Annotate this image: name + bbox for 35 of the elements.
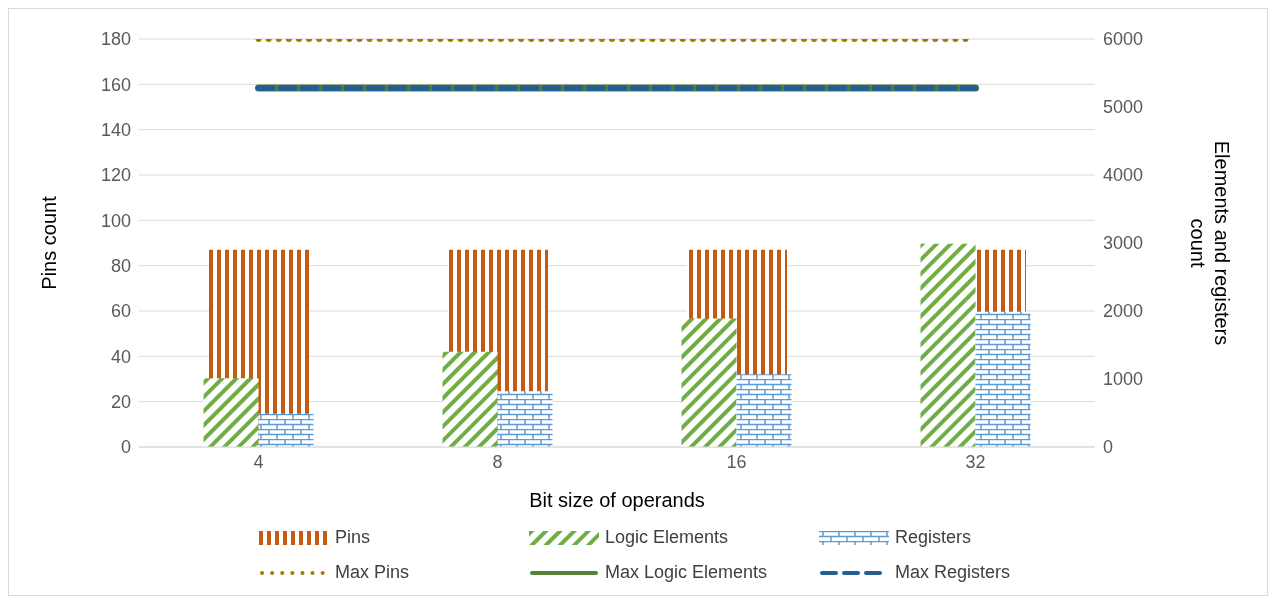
- y-axis-title: Pins count: [38, 195, 61, 290]
- x-tick-label: 4: [253, 451, 264, 472]
- y-tick-label: 180: [100, 29, 131, 50]
- y-tick-label: 0: [120, 437, 131, 458]
- bar: [258, 413, 314, 447]
- x-tick-label: 8: [492, 451, 503, 472]
- legend-label: Registers: [895, 527, 972, 548]
- bar: [736, 374, 792, 447]
- y2-axis-title: Elements and registers count: [1187, 140, 1233, 346]
- y2-tick-label: 4000: [1103, 165, 1144, 186]
- legend-label: Max Registers: [895, 562, 1011, 583]
- x-tick-label: 32: [965, 451, 986, 472]
- legend-label: Logic Elements: [605, 527, 729, 548]
- y-tick-label: 100: [100, 210, 131, 231]
- y-tick-label: 160: [100, 74, 131, 95]
- legend-label: Pins: [335, 527, 371, 548]
- bar: [203, 378, 259, 447]
- legend-label: Max Pins: [335, 562, 410, 583]
- legend-label: Max Logic Elements: [605, 562, 768, 583]
- y-tick-label: 140: [100, 120, 131, 141]
- y-tick-label: 120: [100, 165, 131, 186]
- y-tick-label: 40: [110, 346, 131, 367]
- bar: [497, 391, 553, 447]
- y-tick-label: 60: [110, 301, 131, 322]
- x-tick-label: 16: [726, 451, 747, 472]
- y2-tick-label: 1000: [1103, 369, 1144, 390]
- y-tick-label: 80: [110, 256, 131, 277]
- y2-tick-label: 6000: [1103, 29, 1144, 50]
- y2-tick-label: 3000: [1103, 233, 1144, 254]
- y2-tick-label: 5000: [1103, 97, 1144, 118]
- x-axis-title: Bit size of operands: [529, 489, 705, 511]
- y2-tick-label: 2000: [1103, 301, 1144, 322]
- y2-tick-label: 0: [1103, 437, 1114, 458]
- bar: [442, 351, 498, 447]
- y-tick-label: 20: [110, 392, 131, 413]
